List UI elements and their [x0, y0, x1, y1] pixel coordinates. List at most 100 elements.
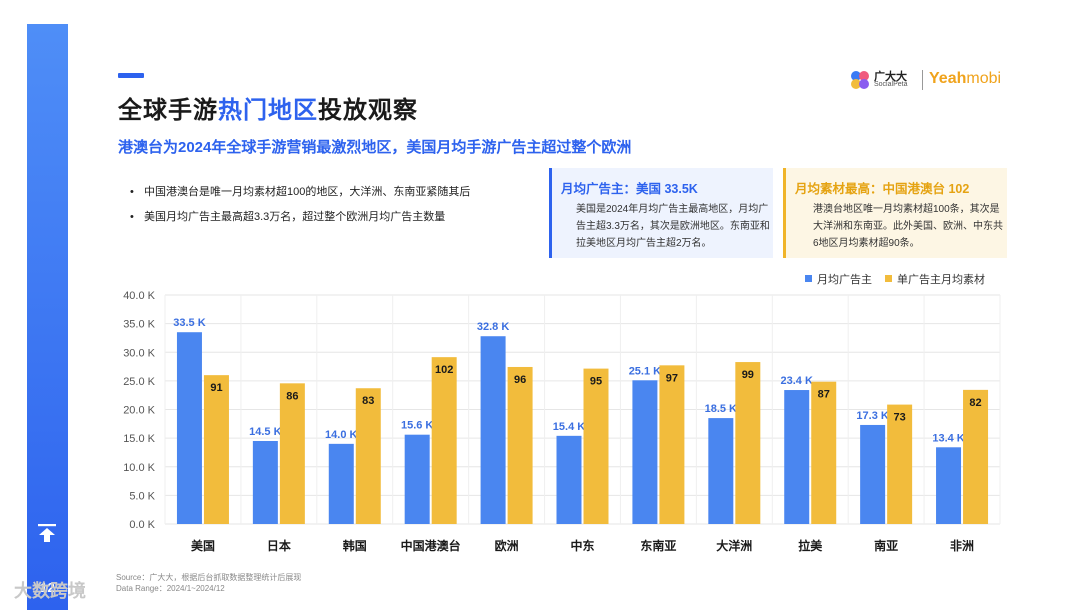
watermark-text: 大数跨境 [14, 581, 86, 601]
yeahmobi-logo-a: Yeah [929, 70, 967, 87]
data-label-advertisers: 25.1 K [629, 365, 661, 377]
bar-advertisers [176, 332, 202, 524]
legend-label: 月均广告主 [817, 274, 872, 286]
bar-creatives [355, 388, 381, 524]
legend-swatch-blue [805, 275, 812, 282]
yeahmobi-logo-b: mobi [966, 70, 1002, 87]
y-tick-label: 20.0 K [123, 405, 155, 417]
bar-advertisers [784, 390, 810, 524]
source-line: Source：广大大，根据后台抓取数据整理统计后展现 [116, 573, 302, 582]
x-category-label: 日本 [267, 538, 291, 553]
bar-advertisers [328, 443, 354, 524]
bullet-item: 中国港澳台是唯一月均素材超100的地区，大洋洲、东南亚紧随其后 [130, 180, 470, 205]
x-category-label: 非洲 [950, 538, 974, 553]
x-category-label: 南亚 [874, 538, 898, 553]
y-tick-label: 0.0 K [129, 519, 155, 531]
x-category-label: 美国 [191, 538, 215, 553]
x-category-label: 中东 [570, 538, 594, 553]
bar-creatives [659, 365, 685, 524]
legend-item-advertisers: 月均广告主 [805, 271, 872, 287]
source-note: Source：广大大，根据后台抓取数据整理统计后展现 Data Range：20… [116, 572, 301, 594]
data-label-advertisers: 14.0 K [325, 429, 357, 441]
sidebar: 12 [27, 24, 68, 610]
page-number: 12 [40, 580, 55, 595]
bar-creatives [735, 362, 761, 524]
x-category-label: 拉美 [798, 538, 823, 553]
card-title: 月均素材最高：中国港澳台 102 [795, 182, 970, 196]
data-label-creatives: 83 [362, 395, 374, 407]
legend-item-creatives: 单广告主月均素材 [885, 271, 985, 287]
arrow-up-icon[interactable] [36, 522, 58, 544]
data-label-advertisers: 32.8 K [477, 321, 509, 333]
data-label-creatives: 95 [590, 376, 602, 388]
title-suffix: 投放观察 [318, 97, 418, 124]
y-tick-label: 10.0 K [123, 462, 155, 474]
socialpeta-logo-icon [851, 71, 869, 89]
bar-advertisers [252, 440, 278, 524]
data-label-creatives: 91 [210, 382, 222, 394]
logo-cn-text: 广大大 [874, 71, 907, 83]
legend-label: 单广告主月均素材 [897, 274, 985, 286]
bar-advertisers [860, 424, 886, 524]
data-label-creatives: 87 [818, 389, 830, 401]
data-label-creatives: 82 [969, 397, 981, 409]
y-tick-label: 25.0 K [123, 376, 155, 388]
data-label-creatives: 73 [894, 412, 906, 424]
bar-creatives [279, 383, 305, 524]
data-label-advertisers: 18.5 K [705, 403, 737, 415]
bar-creatives [583, 368, 609, 524]
insight-card-advertisers: 月均广告主：美国 33.5K 美国是2024年月均广告主最高地区，月均广告主超3… [549, 168, 773, 258]
bar-creatives [507, 366, 533, 524]
data-label-advertisers: 33.5 K [173, 317, 205, 329]
bar-creatives [431, 357, 457, 524]
x-category-label: 中国港澳台 [401, 538, 461, 553]
card-body: 港澳台地区唯一月均素材超100条，其次是大洋洲和东南亚。此外美国、欧洲、中东共6… [813, 204, 1003, 249]
x-category-label: 韩国 [343, 538, 367, 553]
data-label-advertisers: 13.4 K [932, 432, 964, 444]
data-label-creatives: 96 [514, 374, 526, 386]
data-label-advertisers: 14.5 K [249, 426, 281, 438]
bar-creatives [811, 381, 837, 524]
y-tick-label: 5.0 K [129, 490, 155, 502]
x-category-label: 大洋洲 [716, 538, 752, 553]
card-title: 月均广告主：美国 33.5K [561, 182, 698, 196]
card-body: 美国是2024年月均广告主最高地区，月均广告主超3.3万名，其次是欧洲地区。东南… [576, 204, 770, 249]
bullet-list: 中国港澳台是唯一月均素材超100的地区，大洋洲、东南亚紧随其后 美国月均广告主最… [130, 180, 470, 230]
logo-separator [922, 70, 923, 90]
bar-advertisers [404, 434, 430, 524]
logo-en-text: SocialPeta [874, 81, 908, 88]
bar-advertisers [708, 418, 734, 524]
y-tick-label: 15.0 K [123, 433, 155, 445]
bullet-item: 美国月均广告主最高超3.3万名，超过整个欧洲月均广告主数量 [130, 205, 470, 230]
insight-card-creatives: 月均素材最高：中国港澳台 102 港澳台地区唯一月均素材超100条，其次是大洋洲… [783, 168, 1007, 258]
brand-logo: 广大大 SocialPeta Yeahmobi [850, 68, 1020, 92]
page-title: 全球手游热门地区投放观察 [118, 90, 418, 125]
bar-advertisers [556, 435, 582, 524]
y-tick-label: 35.0 K [123, 319, 155, 331]
bar-advertisers [936, 447, 962, 524]
bar-advertisers [632, 380, 658, 524]
bar-creatives [963, 389, 989, 524]
x-category-label: 东南亚 [640, 538, 676, 553]
title-accent-bar [118, 73, 144, 78]
title-highlight: 热门地区 [218, 97, 318, 124]
data-label-advertisers: 15.6 K [401, 420, 433, 432]
data-label-creatives: 102 [435, 364, 453, 376]
data-label-creatives: 86 [286, 390, 298, 402]
bar-advertisers [480, 336, 506, 524]
bar-creatives [203, 375, 229, 524]
data-label-advertisers: 23.4 K [781, 375, 813, 387]
data-label-creatives: 97 [666, 372, 678, 384]
y-tick-label: 40.0 K [123, 290, 155, 302]
page-subtitle: 港澳台为2024年全球手游营销最激烈地区，美国月均手游广告主超过整个欧洲 [118, 139, 632, 156]
data-label-creatives: 99 [742, 369, 754, 381]
y-tick-label: 30.0 K [123, 347, 155, 359]
legend-swatch-yellow [885, 275, 892, 282]
data-label-advertisers: 17.3 K [856, 410, 888, 422]
title-prefix: 全球手游 [118, 97, 218, 124]
data-label-advertisers: 15.4 K [553, 421, 585, 433]
x-category-label: 欧洲 [495, 538, 519, 553]
yeahmobi-logo: Yeahmobi [929, 70, 1001, 88]
data-range-line: Data Range：2024/1~2024/12 [116, 584, 225, 593]
